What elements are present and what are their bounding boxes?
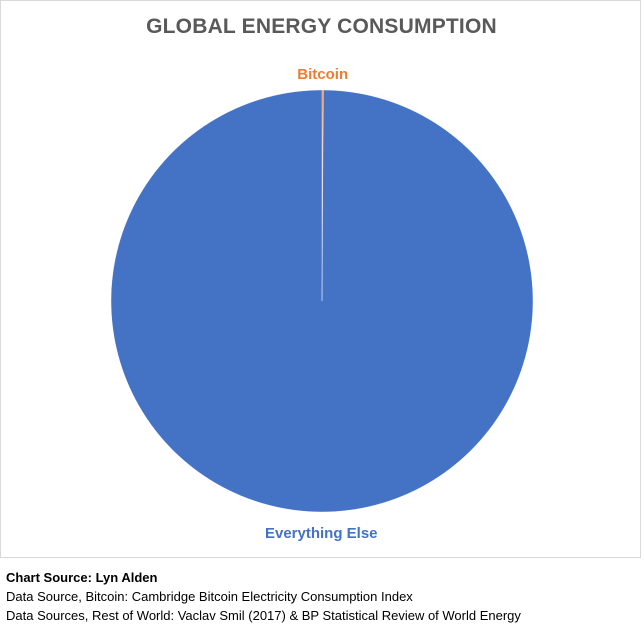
chart-title: GLOBAL ENERGY CONSUMPTION bbox=[146, 15, 497, 38]
source-notes: Chart Source: Lyn Alden Data Source, Bit… bbox=[6, 568, 521, 625]
pie-chart: Bitcoin Everything Else bbox=[110, 66, 534, 542]
data-label-bitcoin: Bitcoin bbox=[297, 66, 348, 83]
data-label-everything-else: Everything Else bbox=[265, 525, 378, 542]
chart-source-line: Chart Source: Lyn Alden bbox=[6, 570, 158, 585]
pie-slice-everything-else bbox=[110, 89, 534, 513]
bitcoin-data-source-line: Data Source, Bitcoin: Cambridge Bitcoin … bbox=[6, 589, 413, 604]
chart-area: GLOBAL ENERGY CONSUMPTION Bitcoin Everyth… bbox=[0, 0, 641, 558]
world-data-source-line: Data Sources, Rest of World: Vaclav Smil… bbox=[6, 608, 521, 623]
